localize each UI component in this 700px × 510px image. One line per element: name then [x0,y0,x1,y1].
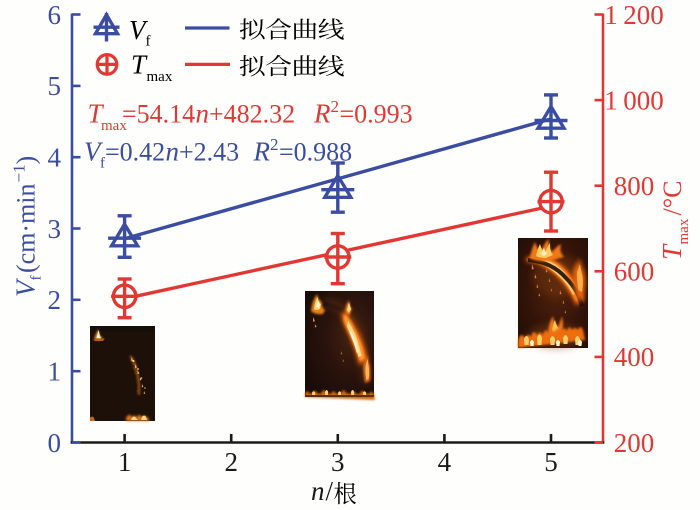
svg-text:2: 2 [331,97,340,116]
svg-text:R: R [253,137,271,167]
svg-text:−1: −1 [10,164,29,182]
svg-text:T: T [131,50,148,80]
svg-text:=0.42: =0.42 [105,138,165,167]
svg-text:1: 1 [118,447,132,477]
svg-text:=54.14: =54.14 [122,100,195,129]
svg-text:200: 200 [614,428,655,458]
svg-text:n: n [166,137,180,167]
svg-text:6: 6 [48,0,62,30]
svg-text:V: V [11,277,41,297]
svg-text:n: n [311,476,325,506]
svg-text:600: 600 [614,257,655,287]
svg-text:2: 2 [270,135,279,154]
svg-text:f: f [100,156,105,172]
svg-text:f: f [29,276,45,281]
svg-text:3: 3 [48,214,62,244]
svg-text:+482.32: +482.32 [209,100,295,129]
svg-text:4: 4 [438,447,452,477]
svg-text:5: 5 [48,71,62,101]
svg-text:1: 1 [48,357,62,387]
svg-text:5: 5 [544,447,558,477]
svg-text:/°C: /°C [658,181,687,216]
svg-text:4: 4 [48,143,62,173]
svg-text:3: 3 [331,447,345,477]
svg-text:R: R [313,99,331,129]
svg-text:1 000: 1 000 [604,85,663,115]
svg-text:(cm·min: (cm·min [12,183,41,273]
svg-text:800: 800 [614,171,655,201]
svg-text:max: max [676,218,692,244]
svg-text:T: T [657,243,687,260]
svg-text:/: / [326,476,334,506]
svg-text:max: max [101,118,127,134]
svg-text:V: V [129,15,149,45]
svg-text:2: 2 [224,447,238,477]
svg-text:0: 0 [48,428,62,458]
svg-text:1 200: 1 200 [604,0,663,30]
svg-text:n: n [196,99,210,129]
svg-text:+2.43: +2.43 [179,138,239,167]
svg-text:): ) [12,156,41,165]
svg-text:max: max [147,69,173,85]
svg-text:400: 400 [614,342,655,372]
svg-text:f: f [146,34,151,50]
svg-text:T: T [88,99,105,129]
svg-text:2: 2 [48,285,62,315]
svg-text:=0.993: =0.993 [340,100,413,129]
svg-text:V: V [84,137,104,167]
